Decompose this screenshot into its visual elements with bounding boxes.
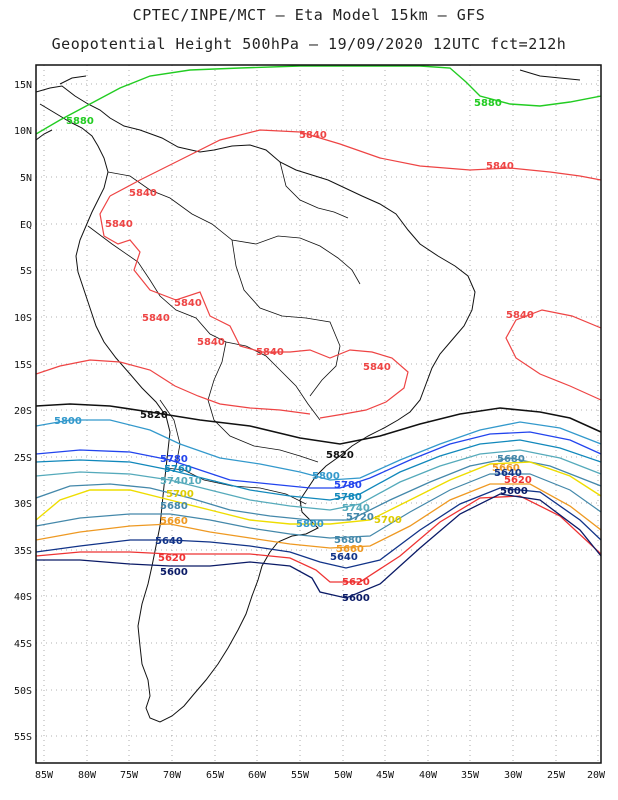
label-5600-west: 5600 — [160, 567, 188, 578]
lat-label: 55S — [14, 732, 32, 743]
label-5600-east: 5600 — [500, 486, 528, 497]
label-5880-east: 5880 — [474, 98, 502, 109]
label-5780-center: 5780 — [334, 480, 362, 491]
lat-label: 10N — [14, 126, 32, 137]
label-5620-east: 5620 — [504, 475, 532, 486]
label-5620-center: 5620 — [342, 577, 370, 588]
lat-label: 5N — [20, 173, 32, 184]
country-borders — [87, 161, 361, 505]
label-5680-west: 5680 — [160, 501, 188, 512]
label-5620-west: 5620 — [158, 553, 186, 564]
contour-5820 — [36, 403, 601, 445]
lat-label: 50S — [14, 686, 32, 697]
lat-label: 20S — [14, 406, 32, 417]
lon-label: 20W — [587, 770, 606, 781]
label-5800-uruguay: 5800 — [296, 519, 324, 530]
label-5800-west: 5800 — [54, 416, 82, 427]
label-5600-center: 5600 — [342, 593, 370, 604]
label-5840-ne: 5840 — [486, 161, 514, 172]
lon-label: 85W — [35, 770, 54, 781]
contour-5660 — [36, 483, 601, 549]
label-5840-bahia: 5840 — [363, 362, 391, 373]
contour-5680 — [36, 473, 601, 539]
lon-label: 35W — [461, 770, 480, 781]
lat-label: 5S — [20, 266, 32, 277]
lat-label: 15S — [14, 360, 32, 371]
lon-label: 65W — [206, 770, 225, 781]
graticule — [36, 65, 601, 763]
label-5660-center: 5660 — [336, 544, 364, 555]
label-5720-center: 5720 — [346, 512, 374, 523]
label-5680-center: 5680 — [334, 535, 362, 546]
label-5840-atlantic: 5840 — [506, 310, 534, 321]
label-5880-west: 5880 — [66, 116, 94, 127]
latitude-axis: 15N 10N 5N EQ 5S 10S 15S 20S 25S 30S 35S… — [14, 80, 32, 743]
lat-label: 40S — [14, 592, 32, 603]
contour-5720 — [36, 457, 601, 521]
contour-5780 — [36, 431, 601, 489]
label-5700-west: 5700 — [166, 489, 194, 500]
lon-label: 75W — [120, 770, 139, 781]
label-5840-peru-a: 5840 — [174, 298, 202, 309]
label-5800-center: 5800 — [312, 471, 340, 482]
lat-label: EQ — [20, 220, 32, 231]
chart-subtitle: Geopotential Height 500hPa – 19/09/2020 … — [51, 35, 567, 53]
label-5640-west: 5640 — [155, 536, 183, 547]
label-5640-east: 5640 — [494, 468, 522, 479]
lon-label: 30W — [504, 770, 523, 781]
contour-5800 — [36, 419, 601, 481]
label-5660-east: 5660 — [492, 463, 520, 474]
contour-5620 — [36, 495, 601, 583]
contour-5700 — [36, 461, 601, 525]
chart-title: CPTEC/INPE/MCT – Eta Model 15km – GFS — [132, 6, 486, 24]
lon-label: 70W — [163, 770, 182, 781]
label-5740-center: 5740 — [342, 503, 370, 514]
lon-label: 40W — [419, 770, 438, 781]
label-5660-west: 5660 — [160, 516, 188, 527]
label-5820-west: 5820 — [140, 410, 168, 421]
lat-label: 30S — [14, 499, 32, 510]
label-5820-center: 5820 — [326, 450, 354, 461]
lon-label: 80W — [78, 770, 97, 781]
label-5840-brazil: 5840 — [256, 347, 284, 358]
label-5700-center: 5700 — [374, 515, 402, 526]
lat-label: 35S — [14, 546, 32, 557]
label-5840-colombia: 5840 — [129, 188, 157, 199]
label-5680-east: 5680 — [497, 454, 525, 465]
label-5640-center: 5640 — [330, 552, 358, 563]
lat-label: 25S — [14, 453, 32, 464]
longitude-axis: 85W 80W 75W 70W 65W 60W 55W 50W 45W 40W … — [35, 770, 606, 781]
label-5840-eq: 5840 — [105, 219, 133, 230]
lon-label: 50W — [334, 770, 353, 781]
contour-5600 — [36, 493, 601, 599]
lat-label: 15N — [14, 80, 32, 91]
label-5780-west: 5780 — [160, 454, 188, 465]
lon-label: 55W — [291, 770, 310, 781]
contour-5740 — [36, 449, 601, 511]
label-5840-peru-b: 5840 — [142, 313, 170, 324]
lat-label: 45S — [14, 639, 32, 650]
contour-5640 — [36, 487, 601, 569]
lon-label: 60W — [248, 770, 267, 781]
label-5760-west: 5760 — [164, 464, 192, 475]
contour-5840 — [36, 129, 601, 419]
coastline — [36, 69, 581, 723]
label-5840-north: 5840 — [299, 130, 327, 141]
lon-label: 25W — [547, 770, 566, 781]
contour-5880 — [36, 65, 601, 135]
contour-5760 — [36, 439, 601, 501]
map-frame — [35, 64, 602, 764]
lat-label: 10S — [14, 313, 32, 324]
label-5840-bolivia: 5840 — [197, 337, 225, 348]
label-5780-center-b: 5780 — [334, 492, 362, 503]
label-574010: 574010 — [160, 476, 202, 487]
lon-label: 45W — [376, 770, 395, 781]
